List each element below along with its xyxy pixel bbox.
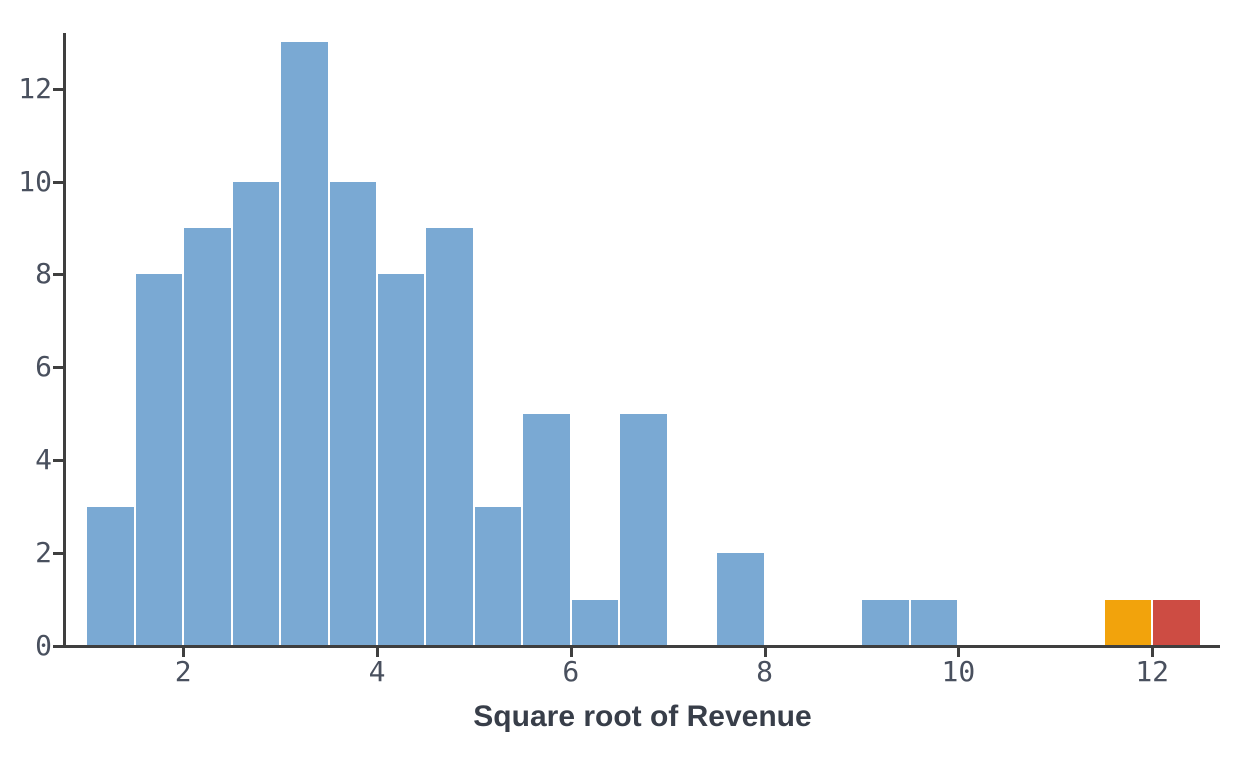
x-axis-title: Square root of Revenue — [473, 700, 812, 733]
y-axis-tick-label: 4 — [35, 443, 52, 477]
histogram-bar — [523, 413, 570, 646]
x-axis-tick — [1151, 648, 1155, 657]
histogram-bar — [426, 228, 473, 646]
histogram-bar — [232, 181, 280, 646]
histogram-bar — [1153, 599, 1200, 646]
y-axis-spine — [63, 33, 66, 648]
y-axis-tick-label: 10 — [18, 164, 52, 198]
y-axis-tick — [53, 273, 63, 277]
x-axis-spine — [63, 645, 1220, 648]
x-axis-tick-label: 6 — [562, 655, 580, 688]
histogram-bar — [329, 181, 376, 646]
x-axis-tick — [569, 648, 573, 657]
y-axis-tick — [53, 87, 63, 91]
histogram-bar — [620, 413, 667, 646]
histogram-bar — [910, 599, 958, 646]
histogram-bar — [378, 274, 425, 646]
x-axis-tick — [182, 648, 186, 657]
x-axis-tick-label: 10 — [941, 655, 976, 688]
x-axis-tick-label: 8 — [756, 655, 773, 688]
histogram-bar — [1104, 599, 1152, 646]
y-axis-tick-label: 0 — [35, 629, 52, 662]
histogram-bar — [135, 274, 183, 646]
y-axis-tick — [53, 366, 63, 370]
y-axis-tick-label: 12 — [18, 71, 52, 105]
histogram-bar — [717, 553, 764, 646]
x-axis-tick — [957, 648, 961, 657]
histogram-bar — [281, 42, 328, 646]
y-axis-tick — [53, 552, 63, 556]
histogram-bar — [571, 599, 619, 646]
histogram-bar — [474, 506, 522, 646]
x-axis-tick-label: 4 — [368, 655, 386, 688]
histogram-bar — [184, 228, 231, 646]
x-axis-tick — [376, 648, 379, 657]
y-axis-tick-label: 2 — [35, 536, 52, 570]
x-axis-tick — [763, 648, 767, 657]
y-axis-tick-label: 8 — [35, 257, 52, 291]
y-axis-tick — [53, 459, 63, 463]
x-axis-tick-label: 12 — [1135, 655, 1170, 688]
y-axis-tick-label: 6 — [35, 350, 52, 384]
y-axis-tick — [53, 645, 63, 648]
y-axis-tick — [53, 180, 63, 184]
histogram-bar — [862, 599, 909, 646]
histogram-bar — [87, 506, 134, 646]
x-axis-tick-label: 2 — [174, 655, 192, 688]
